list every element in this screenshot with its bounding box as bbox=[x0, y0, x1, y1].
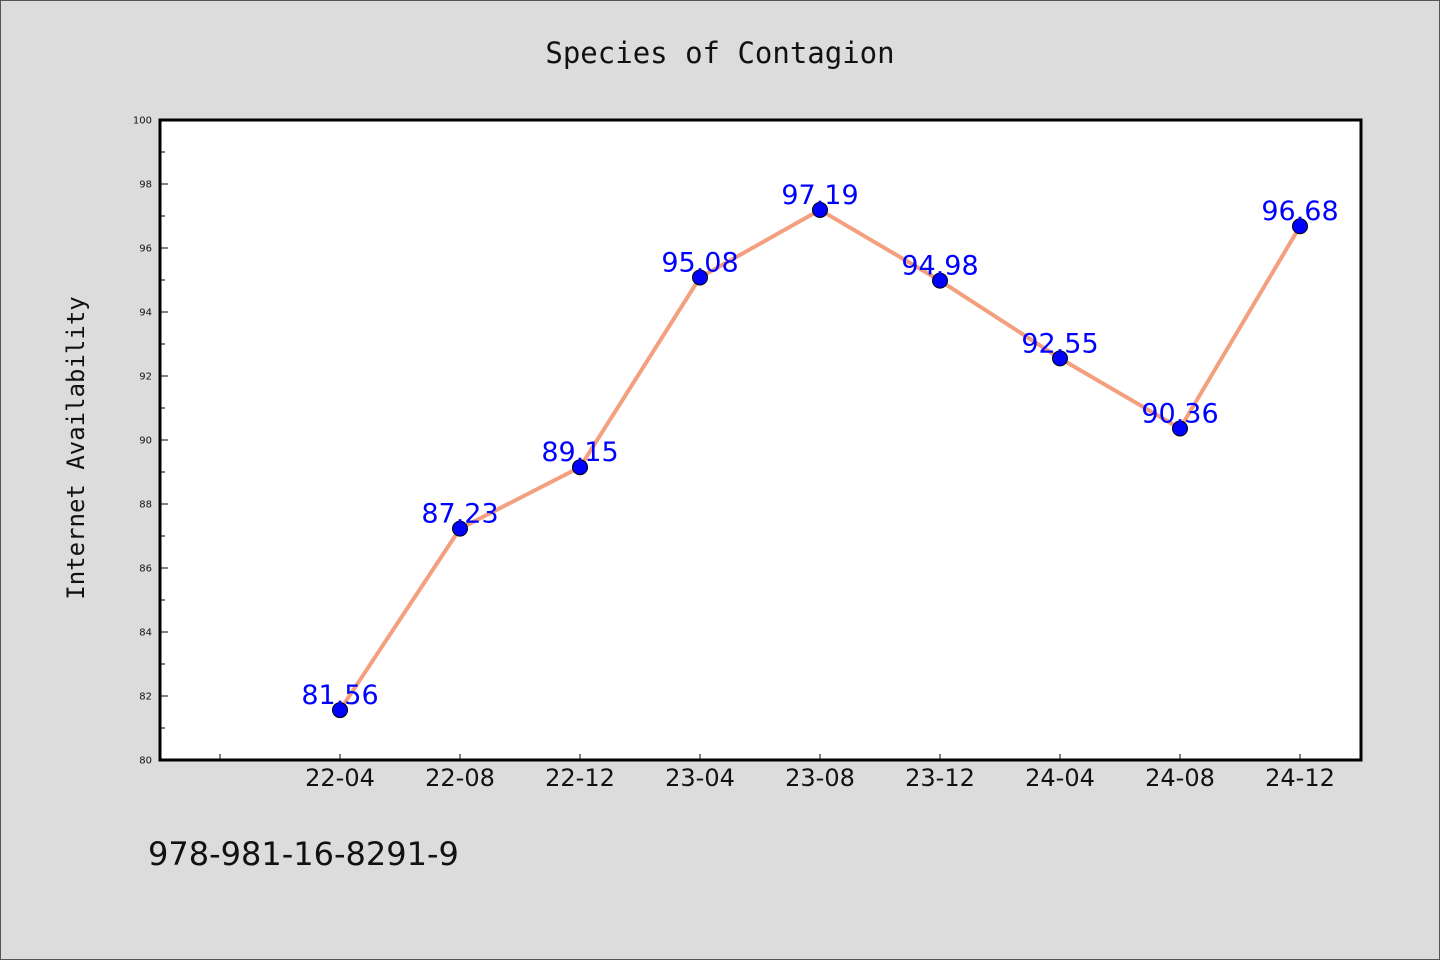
data-label: 81.56 bbox=[301, 680, 378, 711]
data-label: 95.08 bbox=[661, 247, 738, 278]
data-point bbox=[1052, 350, 1068, 367]
data-point bbox=[692, 269, 708, 286]
plot-area bbox=[158, 118, 1363, 762]
y-tick-label: 98 bbox=[139, 180, 152, 191]
data-point bbox=[812, 201, 828, 218]
y-tick-label: 86 bbox=[139, 564, 152, 575]
x-tick-label: 22-04 bbox=[305, 764, 375, 792]
data-point bbox=[452, 520, 468, 537]
data-point bbox=[1172, 420, 1188, 437]
data-point bbox=[1292, 218, 1308, 235]
footer-isbn: 978-981-16-8291-9 bbox=[148, 835, 459, 873]
data-label: 94.98 bbox=[901, 251, 978, 282]
data-label: 92.55 bbox=[1021, 328, 1098, 359]
x-tick-label: 24-04 bbox=[1025, 764, 1095, 792]
y-tick-label: 90 bbox=[139, 436, 152, 447]
data-label: 96.68 bbox=[1261, 196, 1338, 227]
y-tick-label: 96 bbox=[139, 244, 152, 255]
chart-title: Species of Contagion bbox=[545, 36, 894, 70]
y-axis-ticks: 80 82 84 86 88 90 92 94 96 98 100 bbox=[133, 116, 168, 767]
x-tick-label: 24-08 bbox=[1145, 764, 1215, 792]
y-tick-label: 94 bbox=[139, 308, 152, 319]
x-tick-label: 23-04 bbox=[665, 764, 735, 792]
data-label: 97.19 bbox=[781, 180, 858, 211]
x-tick-label: 23-08 bbox=[785, 764, 855, 792]
x-tick-label: 23-12 bbox=[905, 764, 975, 792]
y-tick-label: 80 bbox=[139, 756, 152, 767]
data-point bbox=[572, 459, 588, 476]
data-label: 87.23 bbox=[421, 499, 498, 530]
data-labels-layer: 81.56 87.23 89.15 95.08 97.19 94.98 92.55 90.36… bbox=[301, 180, 1338, 711]
series-layer bbox=[332, 201, 1308, 719]
data-label: 90.36 bbox=[1141, 398, 1218, 429]
data-point bbox=[932, 272, 948, 289]
x-tick-label: 22-08 bbox=[425, 764, 495, 792]
y-tick-label: 92 bbox=[139, 372, 152, 383]
data-label: 89.15 bbox=[541, 437, 618, 468]
x-tick-label: 24-12 bbox=[1265, 764, 1335, 792]
y-tick-label: 84 bbox=[139, 628, 152, 639]
x-tick-label: 22-12 bbox=[545, 764, 615, 792]
x-axis-ticks: 22-04 22-08 22-12 23-04 23-08 23-12 24-04 24-08… bbox=[219, 754, 1335, 792]
y-tick-label: 100 bbox=[133, 116, 152, 127]
y-axis-label: Internet Availability bbox=[62, 296, 90, 599]
data-point bbox=[332, 702, 348, 719]
y-tick-label: 88 bbox=[139, 500, 152, 511]
y-tick-label: 82 bbox=[139, 692, 152, 703]
